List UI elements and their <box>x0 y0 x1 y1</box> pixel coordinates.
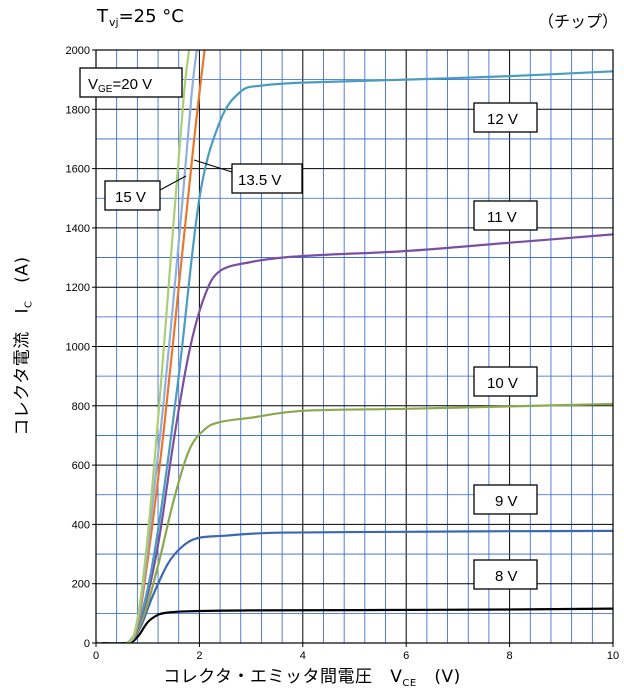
series-lines <box>96 50 613 643</box>
title-subscript: vj <box>109 16 119 29</box>
x-axis-symbol-sub: CE <box>402 678 417 689</box>
label-11v-text: 11 V <box>487 209 517 226</box>
title-prefix: T <box>97 6 108 27</box>
y-tick-label: 600 <box>72 460 90 472</box>
x-tick-label: 6 <box>403 650 409 660</box>
label-9v-text: 9 V <box>495 493 518 510</box>
x-axis-unit: (V) <box>434 667 461 687</box>
chart-title: Tvj=25 °C <box>97 6 184 29</box>
chip-note: （チップ） <box>537 12 618 31</box>
series-line-12-v <box>96 70 613 643</box>
x-tick-label: 4 <box>300 650 306 660</box>
label-12v: 12 V <box>473 102 538 133</box>
y-tick-label: 2000 <box>66 45 90 57</box>
title-rest: =25 °C <box>118 6 184 27</box>
y-axis-unit: (A) <box>12 256 33 283</box>
y-axis-label-text: コレクタ電流 <box>12 331 33 436</box>
series-labels: VGE=20 V 15 V 13.5 V 12 V 11 V 10 V 9 V <box>79 67 538 590</box>
label-vge20-prefix: V <box>88 76 98 93</box>
label-15v: 15 V <box>104 180 161 211</box>
label-12v-text: 12 V <box>487 111 518 128</box>
y-axis-label: コレクタ電流 IC (A) <box>8 256 35 435</box>
y-tick-label: 1000 <box>66 342 90 354</box>
y-tick-label: 0 <box>84 638 90 650</box>
label-9v: 9 V <box>473 484 538 515</box>
y-tick-label: 1400 <box>66 223 90 235</box>
label-15v-leader <box>159 175 187 191</box>
label-10v-text: 10 V <box>487 375 518 392</box>
label-10v: 10 V <box>473 366 538 397</box>
label-135v-leader <box>193 159 233 173</box>
y-tick-label: 1800 <box>66 104 90 116</box>
label-11v: 11 V <box>473 200 538 231</box>
series-line-11-v <box>96 233 613 643</box>
y-tick-label: 200 <box>72 579 90 591</box>
x-tick-label: 0 <box>93 650 99 660</box>
x-tick-label: 8 <box>507 650 513 660</box>
x-tick-label: 2 <box>196 650 202 660</box>
y-axis-symbol: I <box>12 308 33 314</box>
series-line-8-v <box>96 607 613 643</box>
y-tick-label: 400 <box>72 519 90 531</box>
label-vge20-sub: GE <box>98 84 113 95</box>
x-axis-label: コレクタ・エミッタ間電圧 VCE (V) <box>0 662 624 689</box>
line-chart: 0 2 4 6 8 10 0 200 400 600 800 1000 1200 1400 1600 1800… <box>66 45 620 660</box>
x-axis-symbol: V <box>390 667 403 687</box>
label-vge20: VGE=20 V <box>79 67 183 98</box>
x-axis-label-text: コレクタ・エミッタ間電圧 <box>163 667 373 687</box>
y-tick-label: 1600 <box>66 164 90 176</box>
label-135v: 13.5 V <box>231 163 303 194</box>
label-8v: 8 V <box>473 559 538 590</box>
series-line-v-ge-20-v <box>96 50 191 643</box>
series-line-10-v <box>96 402 613 643</box>
axes: 0 2 4 6 8 10 0 200 400 600 800 1000 1200 1400 1600 1800… <box>66 45 620 660</box>
label-15v-text: 15 V <box>115 189 146 206</box>
label-135v-text: 13.5 V <box>238 172 281 189</box>
label-8v-text: 8 V <box>495 568 518 585</box>
x-tick-label: 10 <box>607 650 619 660</box>
svg-text:VGE=20 V: VGE=20 V <box>88 76 152 95</box>
y-axis-symbol-sub: C <box>23 300 35 309</box>
y-tick-label: 800 <box>72 401 90 413</box>
y-tick-label: 1200 <box>66 282 90 294</box>
label-vge20-rest: =20 V <box>112 76 152 93</box>
